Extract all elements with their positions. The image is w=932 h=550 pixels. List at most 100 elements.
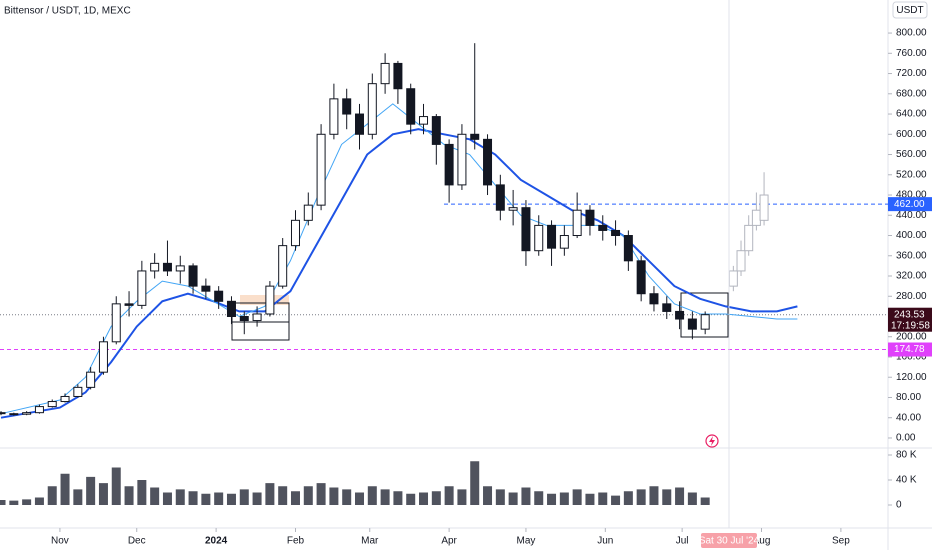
candle-body	[162, 262, 172, 272]
candle-body	[0, 412, 6, 415]
volume-pane	[0, 461, 710, 505]
candle-body	[636, 260, 646, 295]
candle-body	[290, 219, 300, 247]
x-tick-label: Aug	[753, 536, 771, 547]
price-label-box	[888, 342, 932, 357]
volume-bar	[265, 483, 275, 505]
candle-body	[457, 133, 467, 186]
volume-bar	[47, 486, 57, 505]
y-tick-label: 320.00	[896, 271, 927, 282]
chart-title: Bittensor / USDT, 1D, MEXC	[4, 6, 131, 17]
candle-body	[137, 270, 147, 306]
candle-body	[700, 314, 710, 330]
volume-bar	[150, 487, 160, 505]
candle-body	[188, 265, 198, 287]
price-pane	[0, 43, 888, 419]
volume-tick-label: 40 K	[896, 475, 917, 486]
volume-bar	[34, 497, 44, 505]
volume-bar	[534, 491, 544, 505]
candle-body	[483, 138, 493, 186]
x-tick-label: May	[516, 536, 535, 547]
y-tick-label: 480.00	[896, 190, 927, 201]
crosshair-date-label: Sat 30 Jul '24	[699, 536, 760, 547]
candle-body	[278, 245, 288, 287]
candle-body	[751, 209, 761, 226]
candle-body	[495, 184, 505, 211]
volume-bar	[598, 492, 608, 505]
volume-bar	[457, 489, 467, 505]
x-tick-label: Dec	[128, 536, 146, 547]
candle-body	[431, 116, 441, 145]
alert-icon[interactable]	[705, 434, 719, 448]
volume-bar	[201, 493, 211, 505]
candle-body	[355, 113, 365, 135]
volume-bar	[623, 491, 633, 505]
candle-body	[303, 204, 313, 221]
candle-body	[111, 303, 121, 343]
volume-bar	[73, 489, 83, 505]
volume-tick-label: 0	[896, 500, 902, 511]
volume-bar	[636, 489, 646, 505]
x-tick-label: Nov	[51, 536, 69, 547]
y-tick-label: 160.00	[896, 352, 927, 363]
candle-body	[728, 270, 738, 287]
price-label-box	[888, 197, 932, 212]
candle-body	[419, 116, 429, 125]
candle-body	[662, 303, 672, 312]
volume-bar	[98, 483, 108, 505]
y-tick-label: 680.00	[896, 88, 927, 99]
volume-bar	[470, 461, 480, 505]
countdown-label: 17:19:58	[891, 320, 930, 331]
volume-bar	[495, 489, 505, 505]
currency-button[interactable]	[892, 1, 928, 19]
volume-bar	[175, 489, 185, 505]
volume-bar	[687, 492, 697, 505]
candle-body	[736, 250, 746, 272]
candle-body	[9, 413, 19, 416]
volume-bar	[86, 476, 96, 505]
candle-body	[329, 98, 339, 135]
candle-body	[547, 224, 557, 249]
volume-bar	[316, 483, 326, 505]
volume-bar	[355, 492, 365, 505]
candle-body	[611, 229, 621, 237]
candle-body	[444, 143, 454, 186]
y-tick-label: 520.00	[896, 169, 927, 180]
y-tick-label: 400.00	[896, 230, 927, 241]
candle-body	[687, 318, 697, 330]
volume-tick-label: 80 K	[896, 450, 917, 461]
x-tick-label: Apr	[441, 536, 457, 547]
candle-body	[470, 133, 480, 140]
volume-bar	[22, 499, 32, 505]
volume-bar	[367, 486, 377, 505]
volume-bar	[60, 473, 70, 505]
volume-bar	[380, 489, 390, 505]
y-tick-label: 360.00	[896, 250, 927, 261]
candle-body	[60, 395, 70, 403]
y-tick-label: 720.00	[896, 68, 927, 79]
x-tick-label: Feb	[287, 536, 305, 547]
drawn-zone	[240, 295, 289, 305]
candle-body	[22, 412, 32, 415]
candle-body	[585, 209, 595, 226]
volume-bar	[0, 500, 6, 505]
volume-bar	[290, 491, 300, 505]
candle-body	[649, 293, 659, 305]
candle-body	[508, 207, 518, 211]
candle-body	[86, 371, 96, 388]
candle-body	[73, 386, 83, 397]
candle-body	[521, 207, 531, 252]
volume-bar	[431, 491, 441, 505]
candle-body	[239, 316, 249, 322]
volume-bar	[124, 486, 134, 505]
y-tick-label: 120.00	[896, 372, 927, 383]
candle-body	[406, 88, 416, 125]
y-tick-label: 200.00	[896, 331, 927, 342]
volume-bar	[278, 486, 288, 505]
volume-bar	[572, 489, 582, 505]
volume-bar	[547, 493, 557, 505]
volume-bar	[700, 497, 710, 505]
